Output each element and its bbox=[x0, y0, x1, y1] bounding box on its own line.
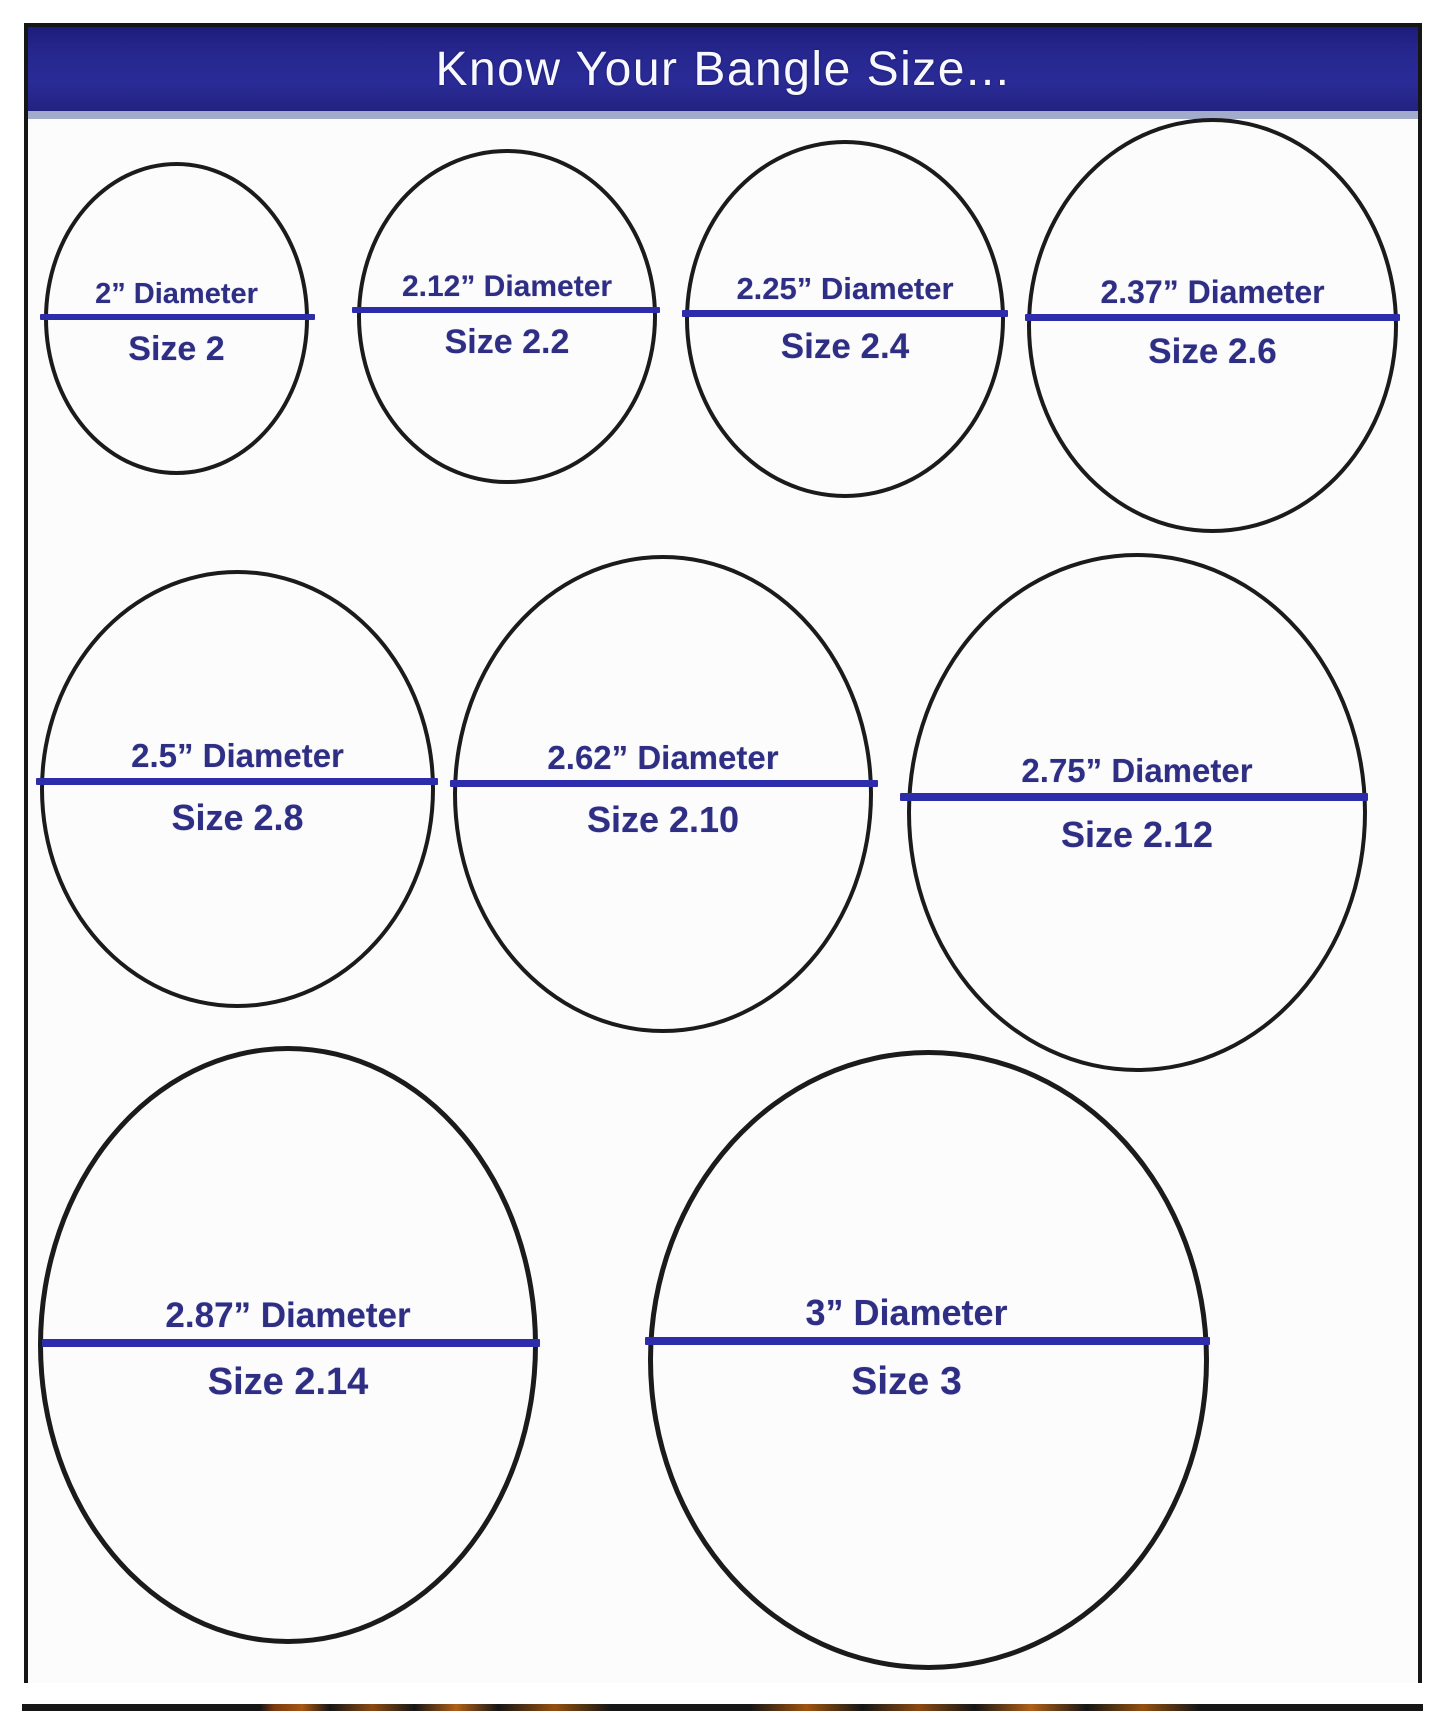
bangle-size-2-8: 2.5” Diameter Size 2.8 bbox=[36, 570, 438, 1008]
size-label: Size 2.8 bbox=[171, 797, 304, 838]
bangle-size-2-14: 2.87” Diameter Size 2.14 bbox=[38, 1046, 540, 1644]
diameter-line bbox=[1025, 314, 1400, 321]
size-label: Size 2.12 bbox=[1060, 814, 1214, 855]
diameter-label: 2.37” Diameter bbox=[1100, 274, 1325, 310]
bangle-size-2-2: 2.12” Diameter Size 2.2 bbox=[352, 149, 660, 484]
diameter-line bbox=[450, 780, 878, 787]
diameter-label: 3” Diameter bbox=[805, 1292, 1008, 1333]
circle-outline bbox=[453, 555, 873, 1033]
size-label: Size 2 bbox=[128, 330, 225, 368]
circle-outline bbox=[648, 1050, 1209, 1670]
diameter-label: 2.12” Diameter bbox=[401, 270, 613, 303]
size-label: Size 2.10 bbox=[586, 799, 740, 840]
diameter-line bbox=[682, 310, 1008, 317]
diameter-label: 2.75” Diameter bbox=[1021, 752, 1253, 789]
header-bar bbox=[28, 27, 1418, 111]
diameter-line bbox=[900, 793, 1368, 801]
header-underline-strip bbox=[28, 111, 1418, 119]
diameter-line bbox=[352, 307, 660, 313]
diameter-label: 2.87” Diameter bbox=[165, 1296, 411, 1335]
page-title: Know Your Bangle Size... bbox=[435, 43, 1011, 96]
bangle-size-3: 3” Diameter Size 3 bbox=[645, 1050, 1210, 1670]
circle-outline bbox=[1027, 118, 1398, 533]
size-label: Size 2.4 bbox=[780, 327, 910, 366]
circle-outline bbox=[907, 553, 1367, 1072]
circle-outline bbox=[685, 140, 1005, 498]
bangle-size-2: 2” Diameter Size 2 bbox=[40, 162, 315, 475]
size-label: Size 2.2 bbox=[444, 323, 570, 361]
bangle-size-2-6: 2.37” Diameter Size 2.6 bbox=[1025, 118, 1400, 533]
diameter-line bbox=[42, 1339, 540, 1347]
bangle-size-2-12: 2.75” Diameter Size 2.12 bbox=[900, 553, 1368, 1072]
diameter-line bbox=[40, 314, 315, 320]
diameter-label: 2.5” Diameter bbox=[131, 737, 344, 774]
bangle-size-2-4: 2.25” Diameter Size 2.4 bbox=[682, 140, 1008, 498]
size-label: Size 3 bbox=[851, 1360, 962, 1403]
size-label: Size 2.6 bbox=[1148, 332, 1277, 371]
diameter-label: 2” Diameter bbox=[95, 278, 258, 310]
bangle-size-2-10: 2.62” Diameter Size 2.10 bbox=[450, 555, 878, 1033]
diameter-label: 2.62” Diameter bbox=[547, 739, 779, 776]
size-label: Size 2.14 bbox=[207, 1361, 369, 1403]
diameter-line bbox=[645, 1337, 1210, 1345]
circle-outline bbox=[357, 149, 657, 484]
circle-outline bbox=[40, 570, 435, 1008]
bottom-rule bbox=[22, 1704, 1423, 1711]
diameter-label: 2.25” Diameter bbox=[736, 271, 954, 306]
diameter-line bbox=[36, 778, 438, 785]
